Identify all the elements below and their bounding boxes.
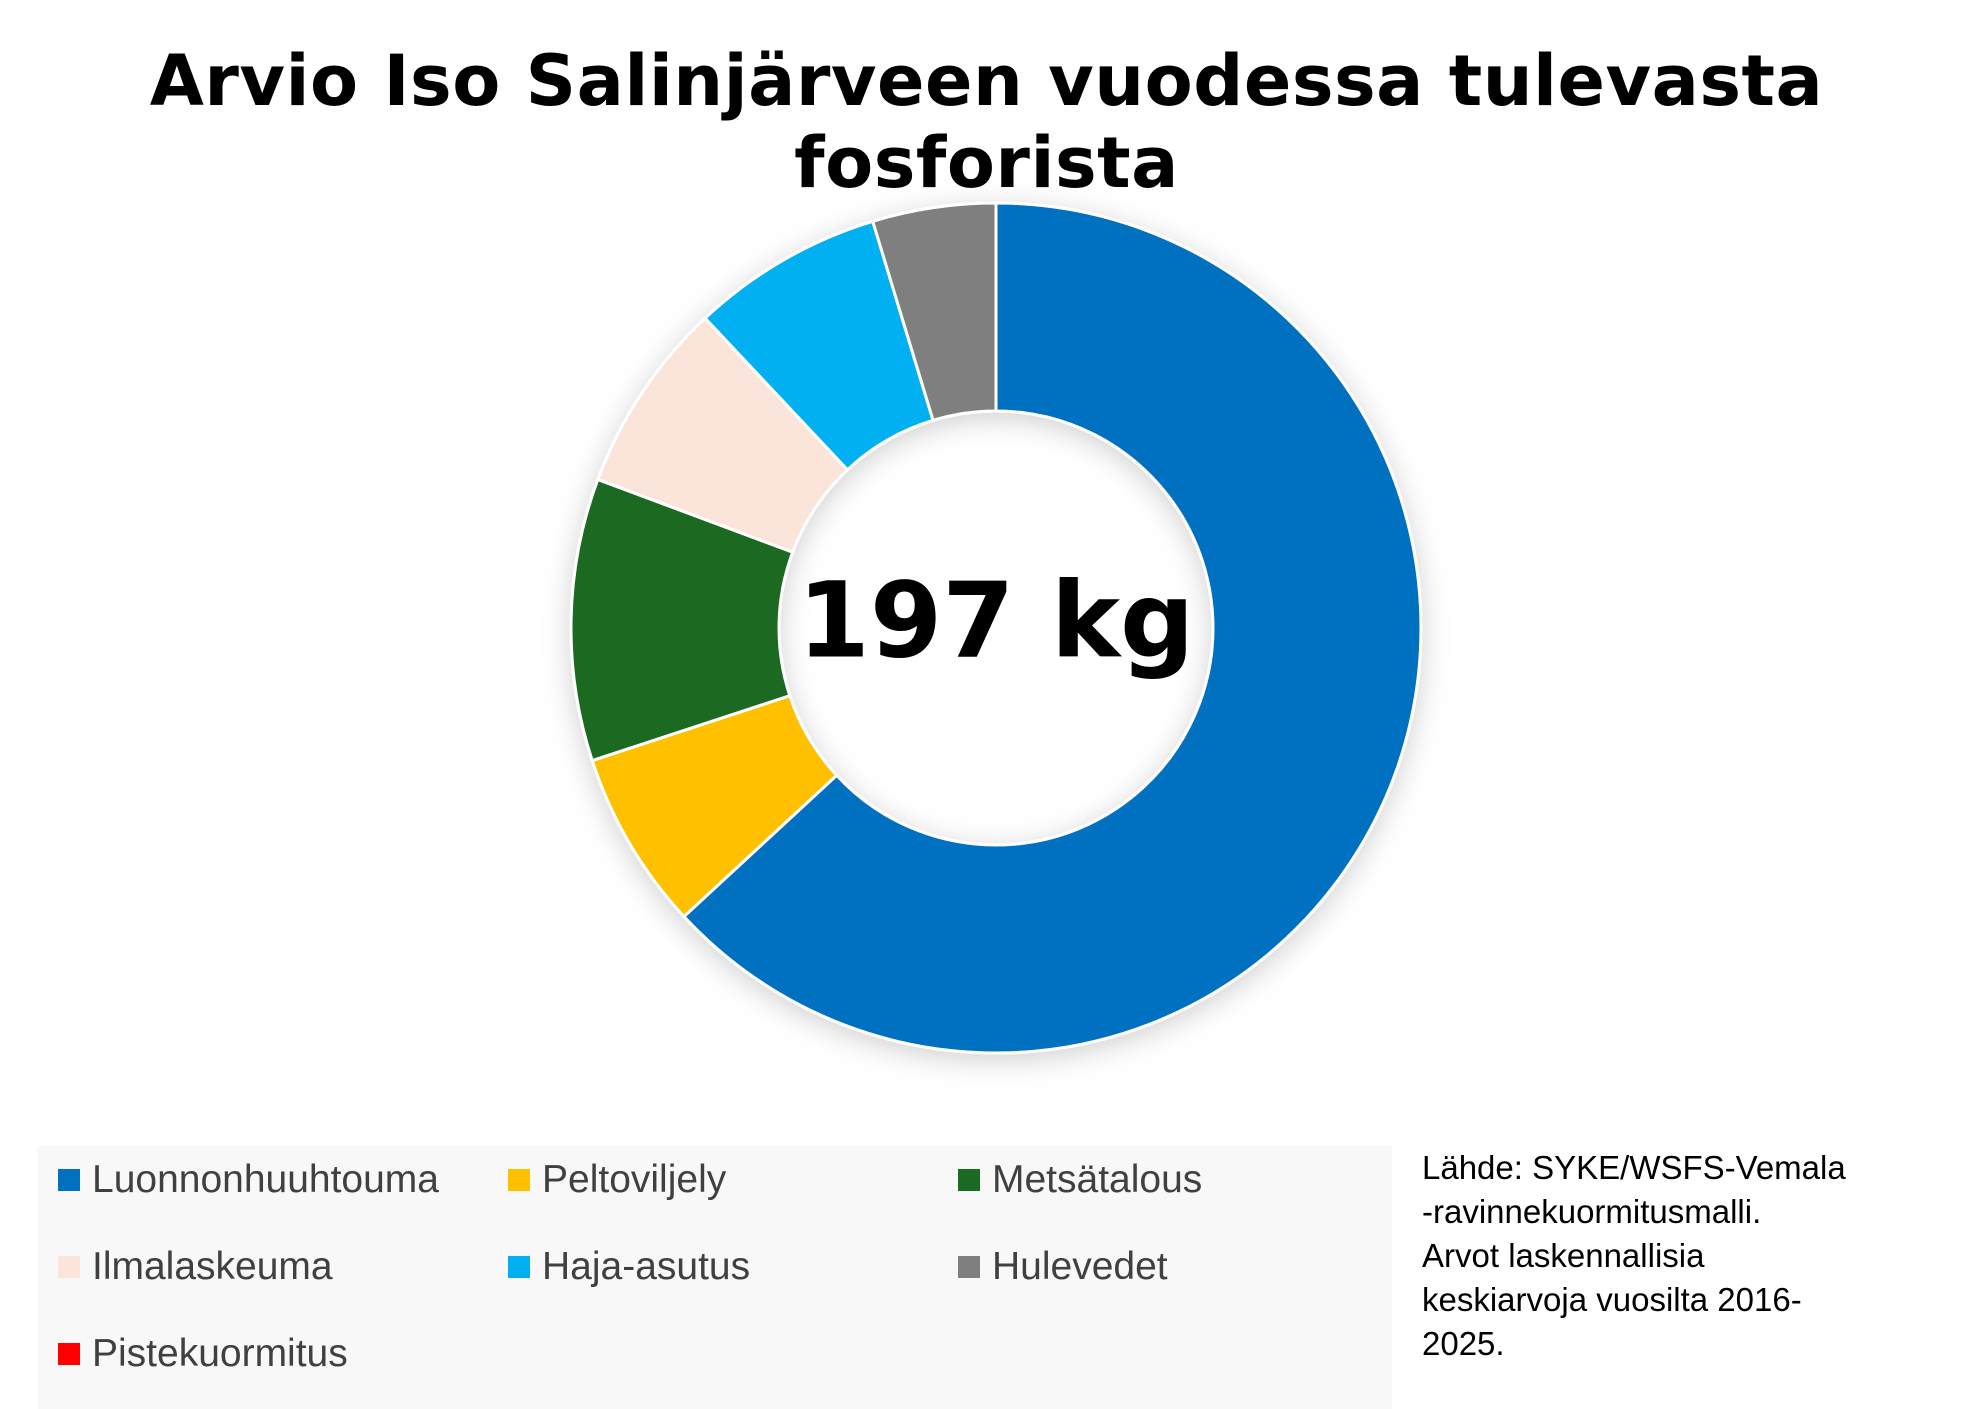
legend-label: Luonnonhuuhtouma bbox=[92, 1158, 439, 1201]
legend-item: Peltoviljely bbox=[508, 1158, 726, 1202]
source-note-line: 2025. bbox=[1422, 1325, 1505, 1362]
legend-item: Hulevedet bbox=[958, 1245, 1168, 1289]
legend: Luonnonhuuhtouma Peltoviljely Metsätalous I… bbox=[38, 1146, 1392, 1409]
center-total-label: 197 kg bbox=[798, 559, 1195, 681]
legend-label: Peltoviljely bbox=[542, 1158, 727, 1201]
legend-swatch bbox=[508, 1169, 530, 1191]
legend-item: Haja-asutus bbox=[508, 1245, 750, 1289]
legend-label: Pistekuormitus bbox=[92, 1332, 348, 1375]
donut-slice-metsätalous bbox=[569, 477, 795, 763]
source-note-line: keskiarvoja vuosilta 2016- bbox=[1422, 1281, 1802, 1318]
donut-slice-hulevedet bbox=[870, 201, 998, 423]
legend-swatch bbox=[508, 1256, 530, 1278]
donut-slice-luonnonhuuhtouma bbox=[681, 201, 1423, 1055]
legend-item: Luonnonhuuhtouma bbox=[58, 1158, 439, 1202]
legend-item: Pistekuormitus bbox=[58, 1332, 348, 1376]
chart-title: Arvio Iso Salinjärveen vuodessa tulevast… bbox=[149, 40, 1824, 204]
legend-swatch bbox=[58, 1169, 80, 1191]
legend-item: Metsätalous bbox=[958, 1158, 1202, 1202]
source-note-line: -ravinnekuormitusmalli. bbox=[1422, 1193, 1762, 1230]
legend-swatch bbox=[958, 1256, 980, 1278]
legend-label: Haja-asutus bbox=[542, 1245, 751, 1288]
source-note-line: Arvot laskennallisia bbox=[1422, 1237, 1705, 1274]
legend-swatch bbox=[58, 1256, 80, 1278]
legend-item: Ilmalaskeuma bbox=[58, 1245, 333, 1289]
source-note-line: Lähde: SYKE/WSFS-Vemala bbox=[1422, 1149, 1846, 1186]
source-note: Lähde: SYKE/WSFS-Vemala -ravinnekuormitus… bbox=[1422, 1146, 1942, 1366]
legend-swatch bbox=[58, 1343, 80, 1365]
legend-label: Metsätalous bbox=[992, 1158, 1203, 1201]
legend-swatch bbox=[958, 1169, 980, 1191]
legend-label: Hulevedet bbox=[992, 1245, 1168, 1288]
legend-label: Ilmalaskeuma bbox=[92, 1245, 333, 1288]
